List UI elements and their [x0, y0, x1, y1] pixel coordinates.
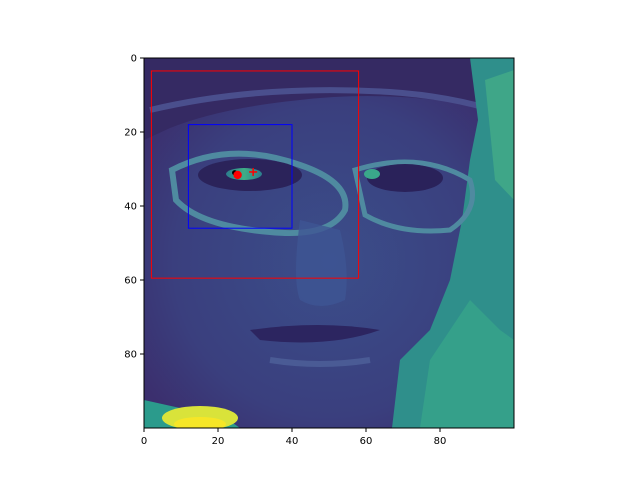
x-tick-label: 40: [286, 436, 299, 447]
x-axis: 0 20 40 60 80: [141, 428, 447, 447]
axes-frame: [143, 57, 515, 429]
image: [144, 58, 514, 428]
outer-box: [150, 70, 360, 279]
y-axis: 0 20 40 60 80: [124, 54, 144, 361]
x-tick-label: 0: [141, 436, 147, 447]
x-tick-label: 20: [212, 436, 225, 447]
red-point: [233, 170, 242, 180]
red-plus: [249, 167, 258, 176]
overlay-layer: [150, 70, 360, 279]
y-tick-label: 0: [131, 54, 137, 65]
y-tick-label: 40: [124, 202, 137, 213]
y-tick-label: 20: [124, 128, 137, 139]
inner-box: [187, 124, 293, 229]
y-tick-label: 80: [124, 350, 137, 361]
x-tick-label: 60: [360, 436, 373, 447]
y-tick-label: 60: [124, 276, 137, 287]
x-tick-label: 80: [434, 436, 447, 447]
